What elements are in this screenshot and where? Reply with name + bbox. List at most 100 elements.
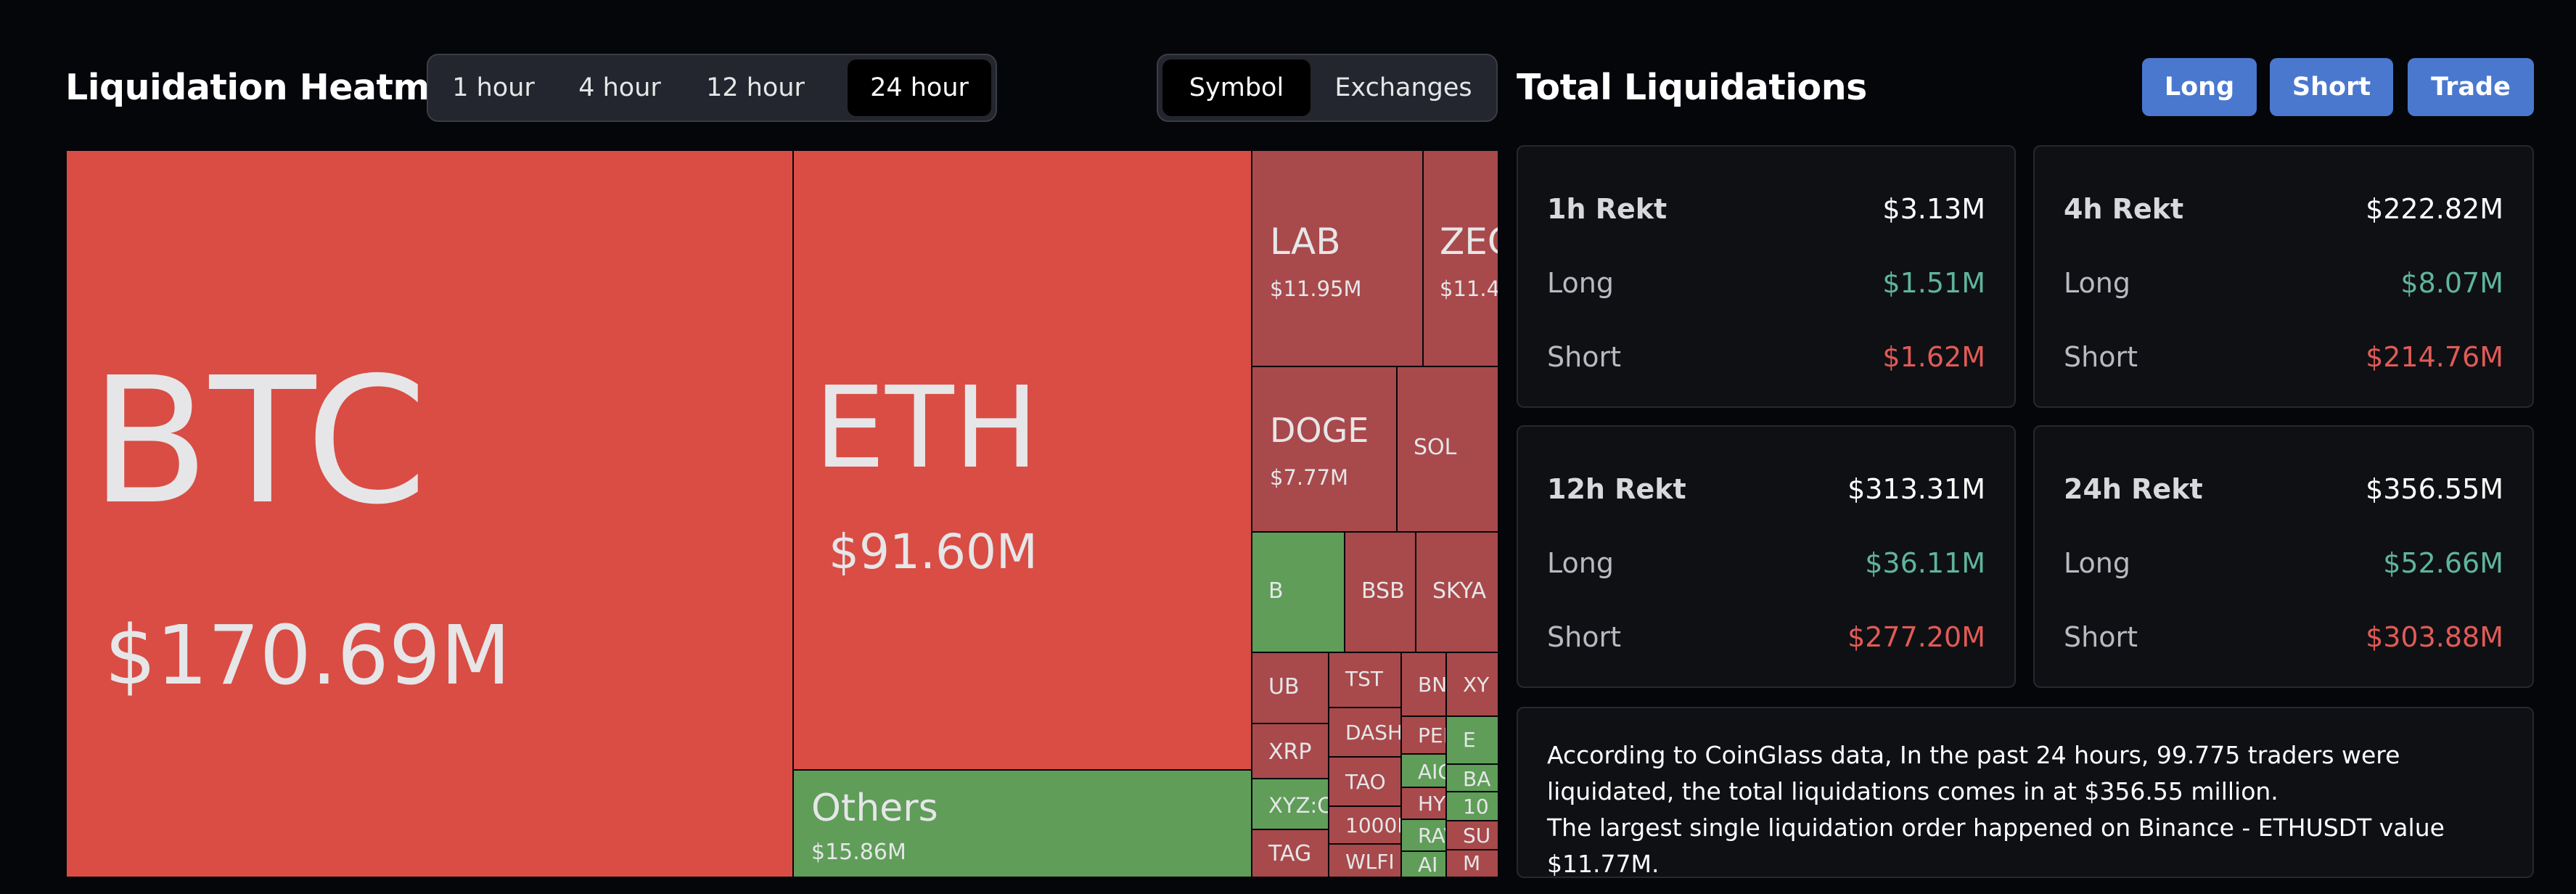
heatmap-tile-e[interactable]: E xyxy=(1445,715,1498,765)
heatmap-tile-xy[interactable]: XY xyxy=(1445,652,1498,717)
tile-value: $11.95M xyxy=(1270,276,1362,301)
heatmap-title: Liquidation Heatmap xyxy=(65,67,479,108)
heatmap-tile-lab[interactable]: LAB $11.95M xyxy=(1251,149,1424,367)
heatmap-tile-ub[interactable]: UB xyxy=(1251,652,1329,724)
heatmap-tile-pen[interactable]: PEN xyxy=(1400,715,1447,755)
long-value: $8.07M xyxy=(2400,267,2503,299)
tile-value: $91.60M xyxy=(829,524,1038,580)
short-button[interactable]: Short xyxy=(2270,58,2393,116)
tile-symbol: B xyxy=(1268,578,1284,604)
tile-symbol: TST xyxy=(1345,667,1383,691)
heatmap-tile-aig[interactable]: AIG xyxy=(1400,753,1447,788)
heatmap-tile-eth[interactable]: ETH $91.60M xyxy=(792,149,1252,771)
tile-symbol: M xyxy=(1463,851,1481,875)
heatmap-tile-su[interactable]: SU xyxy=(1445,820,1498,850)
card-total: $356.55M xyxy=(2366,473,2503,505)
heatmap-tile-tag[interactable]: TAG xyxy=(1251,829,1329,878)
summary-text: According to CoinGlass data, In the past… xyxy=(1547,741,2400,805)
tile-symbol: DOGE xyxy=(1270,411,1369,450)
tile-symbol: BN xyxy=(1418,673,1447,697)
view-mode-tabs: Symbol Exchanges xyxy=(1157,54,1498,122)
long-button[interactable]: Long xyxy=(2142,58,2257,116)
card-header: 4h Rekt $222.82M xyxy=(2064,193,2503,225)
tab-1-hour[interactable]: 1 hour xyxy=(452,73,535,102)
rekt-card-24h: 24h Rekt $356.55M Long $52.66M Short $30… xyxy=(2033,425,2534,688)
long-value: $52.66M xyxy=(2383,547,2503,579)
tile-symbol: SKYA xyxy=(1432,578,1487,604)
tab-12-hour[interactable]: 12 hour xyxy=(706,73,805,102)
tile-symbol: SOL xyxy=(1414,435,1457,460)
tile-symbol: UB xyxy=(1268,674,1300,700)
heatmap-tile-hyp[interactable]: HYP xyxy=(1400,787,1447,820)
heatmap-tile-btc[interactable]: BTC $170.69M xyxy=(65,149,794,878)
card-label: 4h Rekt xyxy=(2064,193,2184,225)
short-label: Short xyxy=(2064,621,2138,653)
tab-24-hour[interactable]: 24 hour xyxy=(848,60,991,116)
time-range-tabs: 1 hour 4 hour 12 hour 24 hour xyxy=(427,54,997,122)
long-label: Long xyxy=(1547,267,1614,299)
liquidation-heatmap: BTC $170.69M ETH $91.60M Others $15.86M … xyxy=(65,149,1498,878)
tile-symbol: PEN xyxy=(1418,723,1445,747)
heatmap-tile-1000f[interactable]: 1000F xyxy=(1328,805,1402,845)
tile-symbol: BSB xyxy=(1361,578,1405,604)
rekt-card-4h: 4h Rekt $222.82M Long $8.07M Short $214.… xyxy=(2033,145,2534,408)
heatmap-tile-zec[interactable]: ZEC $11.4 xyxy=(1422,149,1498,367)
heatmap-tile-m[interactable]: M xyxy=(1445,849,1498,878)
heatmap-tile-rav[interactable]: RAV xyxy=(1400,819,1447,852)
card-total: $3.13M xyxy=(1882,193,1985,225)
tile-symbol: TAG xyxy=(1268,841,1312,866)
heatmap-tile-xrp[interactable]: XRP xyxy=(1251,723,1329,779)
trade-button[interactable]: Trade xyxy=(2408,58,2534,116)
heatmap-tile-b[interactable]: B xyxy=(1251,531,1345,653)
heatmap-tile-bsb[interactable]: BSB xyxy=(1344,531,1416,653)
card-label: 1h Rekt xyxy=(1547,193,1668,225)
card-short-row: Short $277.20M xyxy=(1547,621,1985,653)
tile-symbol: WLFI xyxy=(1345,850,1395,874)
card-long-row: Long $8.07M xyxy=(2064,267,2503,299)
rekt-card-1h: 1h Rekt $3.13M Long $1.51M Short $1.62M xyxy=(1517,145,2016,408)
heatmap-tile-10[interactable]: 10 xyxy=(1445,791,1498,821)
tile-symbol: LAB xyxy=(1270,221,1341,263)
largest-order-text: The largest single liquidation order hap… xyxy=(1547,813,2445,878)
card-label: 12h Rekt xyxy=(1547,473,1686,505)
heatmap-tile-dash[interactable]: DASH xyxy=(1328,707,1402,758)
heatmap-tile-bn[interactable]: BN xyxy=(1400,652,1447,717)
tile-symbol: AI xyxy=(1418,853,1438,877)
short-value: $214.76M xyxy=(2366,341,2503,373)
heatmap-tile-ai[interactable]: AI xyxy=(1400,850,1447,878)
tile-symbol: HYP xyxy=(1418,792,1446,816)
tile-symbol: ZEC xyxy=(1440,221,1498,263)
tab-symbol[interactable]: Symbol xyxy=(1162,60,1310,116)
tile-symbol: E xyxy=(1463,728,1476,752)
heatmap-tile-wlfi[interactable]: WLFI xyxy=(1328,843,1402,878)
tab-4-hour[interactable]: 4 hour xyxy=(578,73,661,102)
card-short-row: Short $303.88M xyxy=(2064,621,2503,653)
tile-symbol: 1000F xyxy=(1345,813,1400,837)
heatmap-tile-skya[interactable]: SKYA xyxy=(1415,531,1498,653)
heatmap-tile-tst[interactable]: TST xyxy=(1328,652,1402,708)
tile-value: $15.86M xyxy=(811,840,906,865)
tab-exchanges[interactable]: Exchanges xyxy=(1334,73,1472,102)
tile-symbol: DASH xyxy=(1345,721,1402,745)
tile-symbol: AIG xyxy=(1418,760,1445,784)
heatmap-tile-sol[interactable]: SOL xyxy=(1396,366,1498,533)
card-header: 1h Rekt $3.13M xyxy=(1547,193,1985,225)
heatmap-tile-others[interactable]: Others $15.86M xyxy=(792,769,1252,878)
short-value: $1.62M xyxy=(1882,341,1985,373)
tile-symbol: RAV xyxy=(1418,824,1445,848)
long-value: $1.51M xyxy=(1882,267,1985,299)
heatmap-tile-xyzc[interactable]: XYZ:C xyxy=(1251,778,1329,830)
heatmap-tile-doge[interactable]: DOGE $7.77M xyxy=(1251,366,1398,533)
long-label: Long xyxy=(2064,547,2130,579)
card-total: $313.31M xyxy=(1847,473,1985,505)
heatmap-tile-ba[interactable]: BA xyxy=(1445,763,1498,792)
heatmap-tile-tao[interactable]: TAO xyxy=(1328,756,1402,807)
short-value: $277.20M xyxy=(1847,621,1985,653)
tile-symbol: ETH xyxy=(814,362,1039,493)
card-long-row: Long $52.66M xyxy=(2064,547,2503,579)
card-short-row: Short $1.62M xyxy=(1547,341,1985,373)
tile-symbol: TAO xyxy=(1345,770,1386,794)
tile-symbol: XYZ:C xyxy=(1268,793,1329,818)
card-long-row: Long $36.11M xyxy=(1547,547,1985,579)
tile-value: $170.69M xyxy=(104,609,511,703)
